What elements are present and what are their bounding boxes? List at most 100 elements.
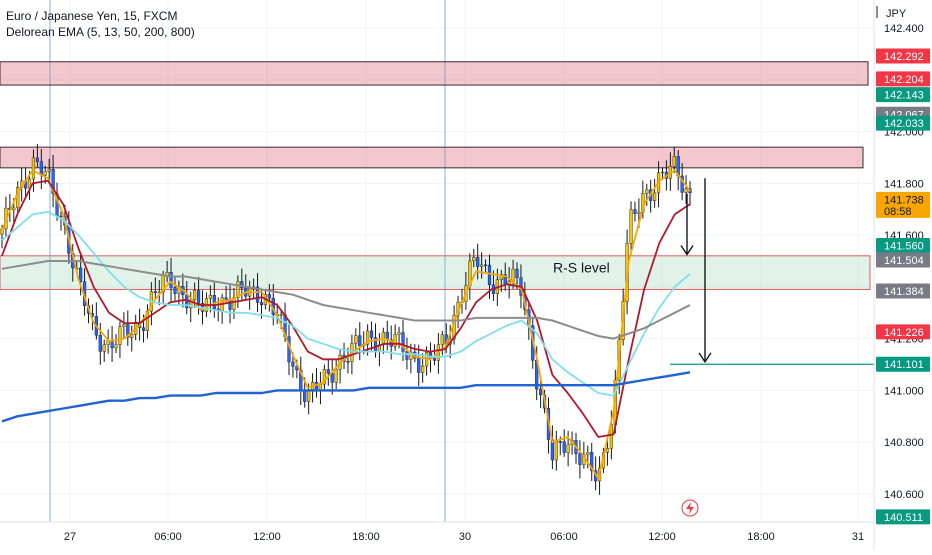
candle-body — [483, 264, 488, 267]
price-badge-value: 142.033 — [884, 118, 924, 130]
price-badge-value: 141.560 — [884, 240, 924, 252]
candle — [126, 310, 130, 346]
candle-body — [51, 169, 55, 194]
y-tick-label: 140.600 — [884, 489, 924, 501]
candle-body — [130, 334, 134, 338]
candle — [684, 175, 688, 204]
candle-body — [472, 257, 476, 262]
candle-body — [562, 441, 566, 453]
candle — [397, 326, 401, 349]
price-badge-value: 140.511 — [884, 512, 923, 524]
price-badge-value: 141.384 — [884, 286, 924, 298]
price-badge: 142.143 — [876, 87, 930, 103]
candle — [330, 359, 334, 395]
candle-body — [487, 264, 492, 286]
indicator-label: Delorean EMA (5, 13, 50, 200, 800) — [6, 25, 195, 39]
candle-body — [409, 351, 413, 360]
candle-body — [196, 290, 201, 304]
candle-body — [307, 390, 311, 402]
candle — [366, 324, 370, 356]
candle-body — [35, 157, 39, 162]
candle-body — [440, 334, 444, 345]
x-tick-label: 18:00 — [747, 531, 775, 543]
candle — [562, 429, 566, 457]
candle-body — [586, 452, 590, 456]
candle-body — [224, 297, 228, 300]
candle — [326, 358, 330, 386]
candle-body — [366, 330, 370, 345]
candle-body — [405, 351, 409, 360]
candle-body — [279, 314, 283, 316]
candle — [440, 330, 444, 356]
candle-body — [605, 448, 610, 453]
candle — [122, 312, 126, 338]
candle — [672, 146, 676, 173]
candle-body — [539, 388, 543, 396]
candle-body — [153, 291, 157, 293]
price-badge-bg — [876, 237, 930, 253]
price-badge-bg — [876, 71, 930, 87]
candle-body — [432, 358, 437, 361]
price-badge-bg — [876, 48, 930, 64]
lightning-icon[interactable] — [681, 499, 699, 517]
candle-body — [122, 324, 126, 327]
candle-body — [173, 287, 177, 294]
candle-body — [326, 369, 330, 374]
candle-body — [39, 161, 43, 176]
ema-line-4 — [1, 371, 691, 423]
ema-line-2 — [1, 210, 691, 397]
price-badge: 142.204 — [876, 71, 930, 87]
rs-level-label: R-S level — [553, 260, 610, 276]
candle — [645, 183, 649, 206]
candle-body — [31, 157, 36, 180]
price-badge-value: 142.143 — [884, 90, 924, 102]
price-badge-bg — [876, 87, 930, 103]
candle-body — [303, 390, 307, 402]
candle — [629, 201, 633, 255]
price-badge-value: 141.504 — [884, 255, 924, 267]
ema-line-3 — [1, 260, 691, 340]
candle — [480, 252, 484, 279]
chart-legend: Euro / Japanese Yen, 15, FXCM Delorean E… — [6, 8, 195, 40]
candle-body — [141, 327, 146, 331]
price-badge: 141.384 — [876, 283, 930, 299]
candle-body — [12, 207, 16, 211]
price-badge: 141.560 — [876, 237, 930, 253]
candle-body — [346, 361, 350, 363]
candle-body — [672, 156, 676, 167]
candle-body — [476, 257, 480, 267]
price-badge: 142.033 — [876, 115, 930, 131]
price-badge: 141.504 — [876, 252, 930, 268]
symbol-title: Euro / Japanese Yen, 15, FXCM — [6, 9, 178, 23]
ema-line-0 — [1, 169, 691, 480]
candle-body — [680, 175, 684, 193]
resistance-zone-1 — [0, 146, 864, 169]
y-tick-label: 141.800 — [884, 178, 924, 190]
candle — [499, 269, 503, 293]
candle-body — [515, 268, 519, 278]
candle-body — [334, 368, 338, 383]
candle-body — [43, 171, 47, 176]
candle-body — [660, 171, 665, 174]
candle-body — [236, 281, 240, 298]
price-badge: 141.101 — [876, 356, 930, 372]
candle — [393, 324, 397, 351]
candle-body — [578, 453, 582, 465]
y-tick-label: 142.400 — [884, 23, 924, 35]
candle-body — [633, 209, 637, 214]
candle — [369, 321, 374, 351]
candle-body — [417, 358, 421, 373]
candle — [35, 144, 39, 168]
candle-body — [554, 441, 558, 461]
support-resistance-zone — [0, 255, 871, 290]
short-arrow — [680, 193, 694, 256]
candle-body — [393, 334, 397, 347]
lightning-icon-bolt — [686, 502, 694, 514]
y-tick-label: 141.000 — [884, 385, 924, 397]
candle-body — [645, 189, 649, 194]
candle — [633, 201, 637, 222]
candle-body — [79, 267, 83, 282]
candle-body — [354, 335, 358, 344]
